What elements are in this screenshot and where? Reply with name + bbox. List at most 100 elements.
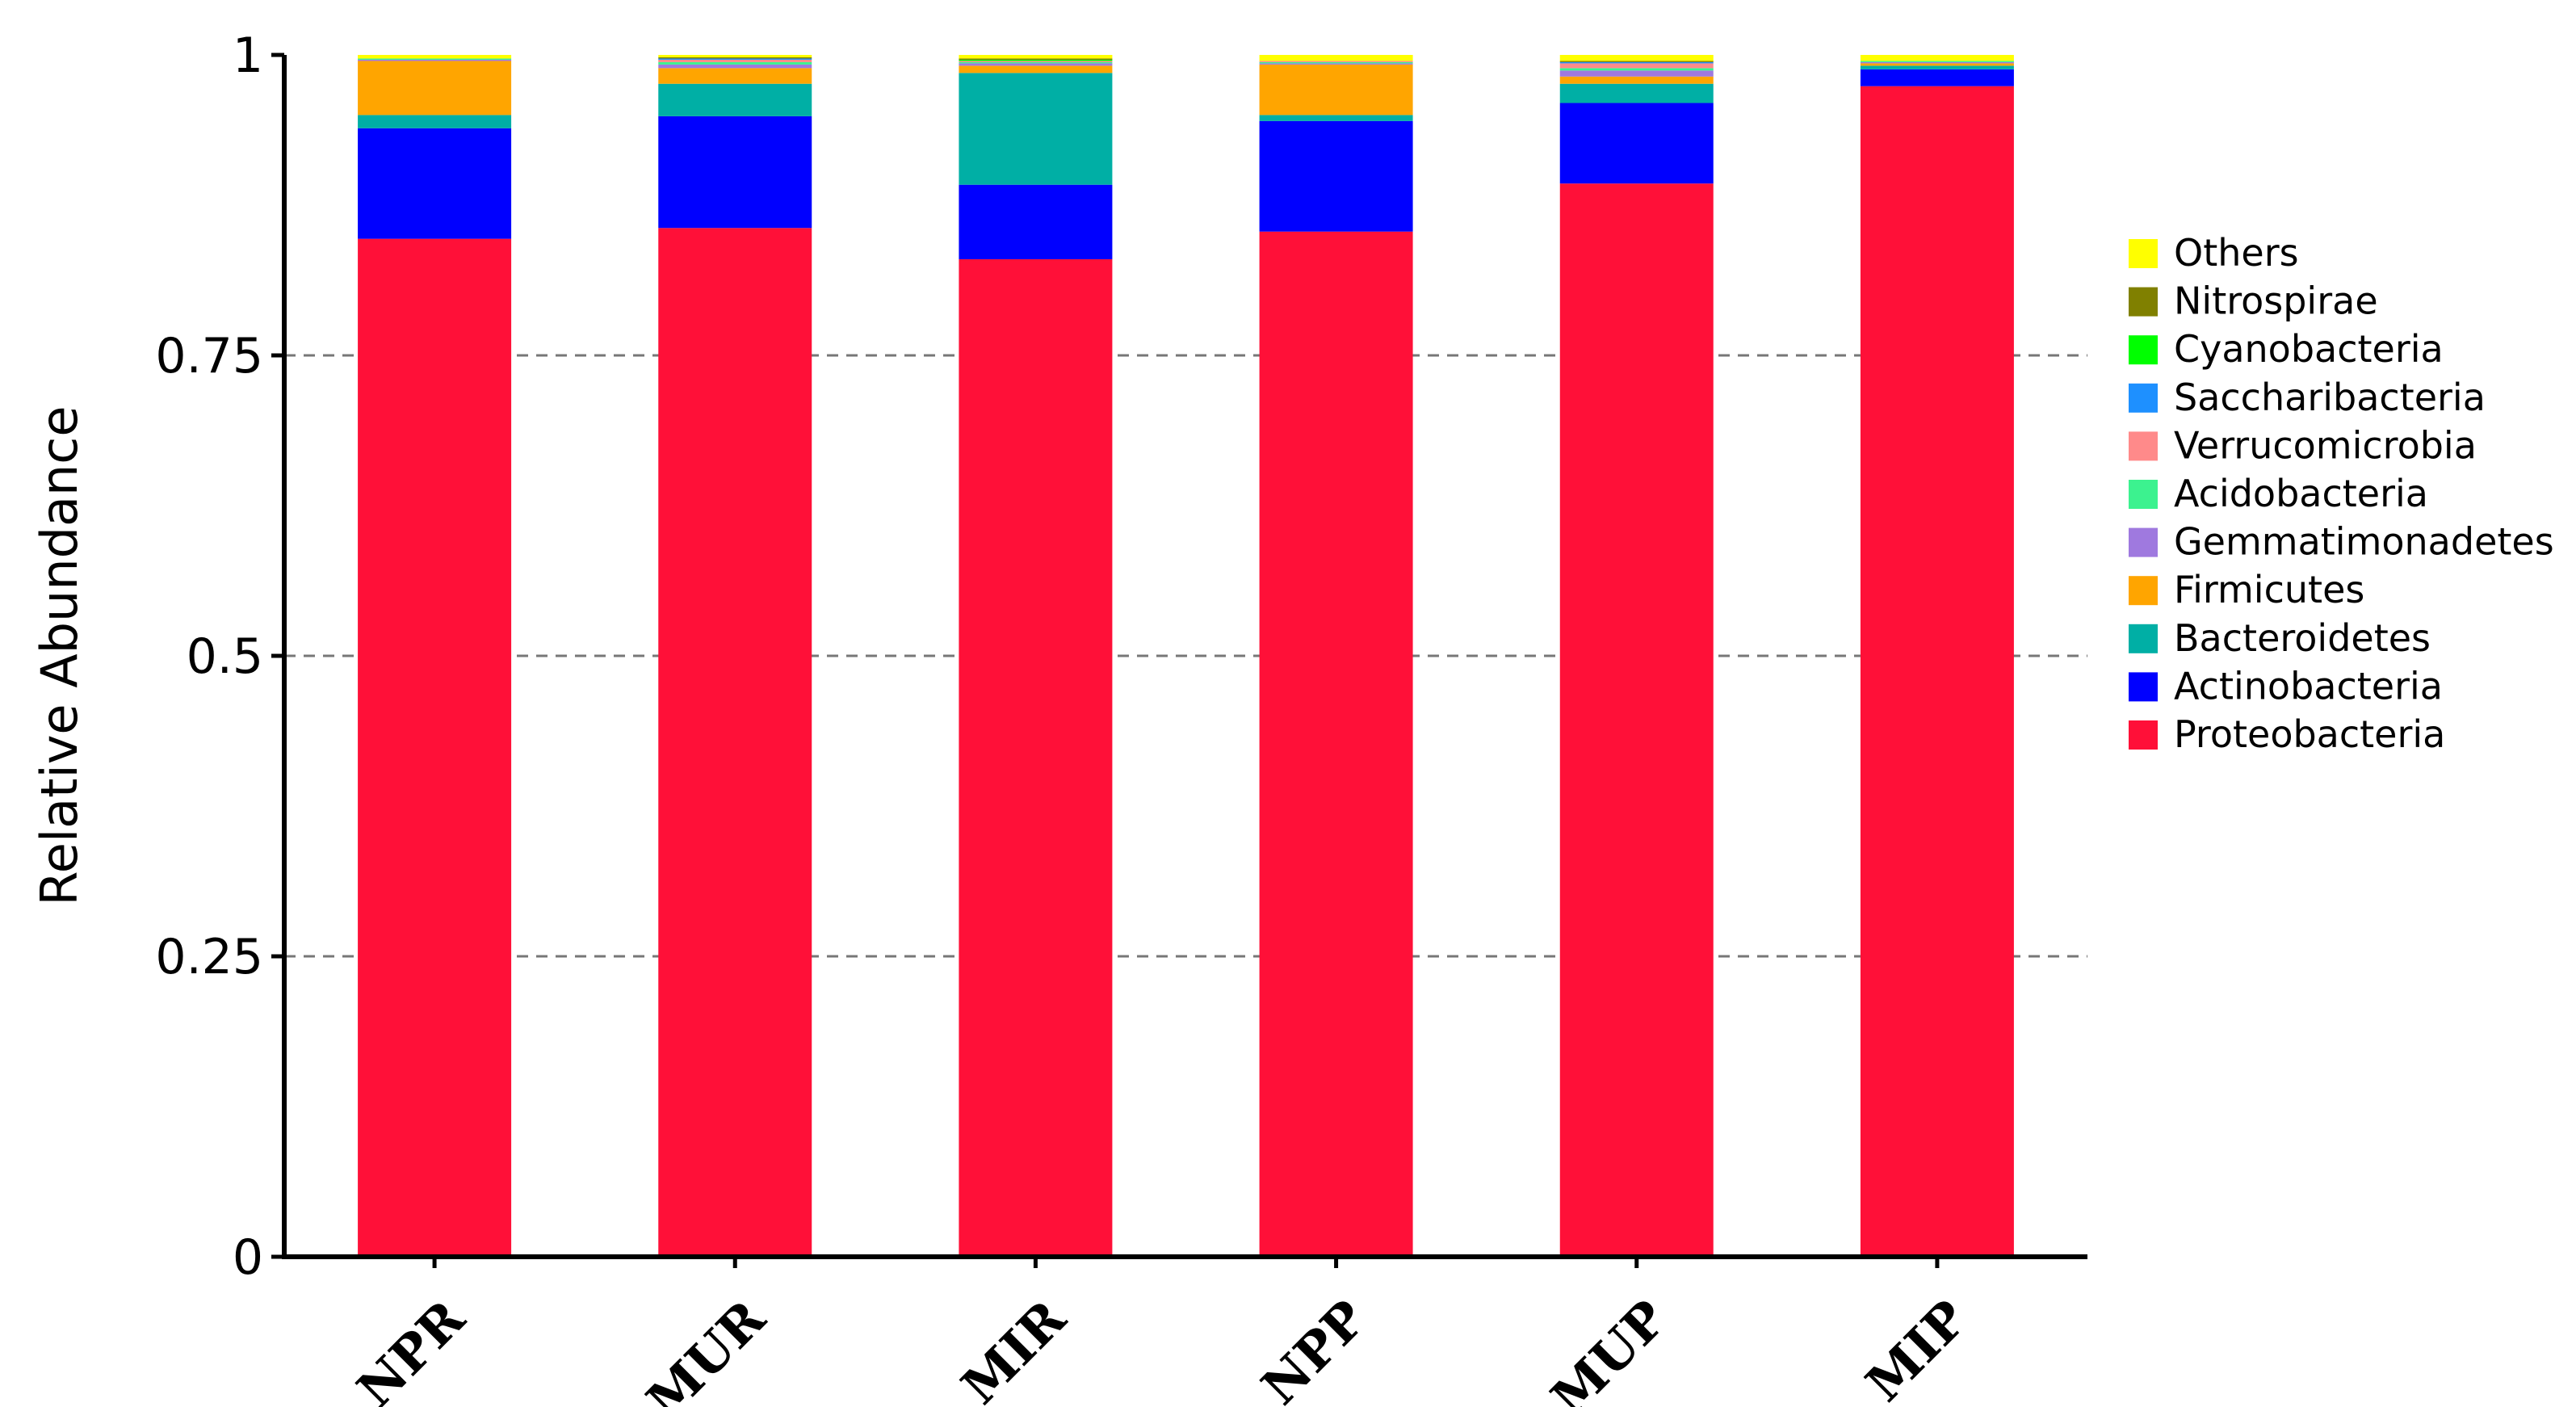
legend-item-verrucomicrobia: Verrucomicrobia xyxy=(2129,423,2477,467)
x-tick-label: NPP xyxy=(1250,1289,1378,1407)
bar-segment-actinobacteria xyxy=(1259,120,1413,232)
legend-label: Bacteroidetes xyxy=(2174,616,2431,660)
bar-segment-verrucomicrobia xyxy=(658,59,812,62)
x-tick-label: NPR xyxy=(346,1288,476,1407)
y-axis-label: Relative Abundance xyxy=(30,406,89,906)
bar-segment-bacteroidetes xyxy=(959,73,1113,185)
legend-label: Verrucomicrobia xyxy=(2174,423,2477,467)
x-tick-label: MUP xyxy=(1540,1289,1678,1407)
bar-segment-acidobacteria xyxy=(1559,68,1714,71)
bar-segment-proteobacteria xyxy=(1860,86,2014,1258)
x-tick-label: MIP xyxy=(1855,1289,1979,1407)
y-tick-label: 0.25 xyxy=(155,929,263,985)
bar-segment-others xyxy=(658,55,812,57)
legend-label: Proteobacteria xyxy=(2174,712,2445,756)
bar-segment-cyanobacteria xyxy=(959,59,1113,61)
legend-swatch xyxy=(2129,624,2158,653)
bar-segment-firmicutes xyxy=(1259,64,1413,116)
bar-stack-npr xyxy=(358,55,512,1257)
legend-label: Others xyxy=(2174,231,2299,275)
legend-swatch xyxy=(2129,335,2158,365)
bar-segment-others xyxy=(959,55,1113,59)
legend-label: Cyanobacteria xyxy=(2174,327,2444,371)
bar-segment-verrucomicrobia xyxy=(1559,63,1714,69)
bar-segment-firmicutes xyxy=(959,65,1113,74)
grid-lines xyxy=(284,354,2087,958)
x-tick-label: MUR xyxy=(636,1288,777,1407)
bar-segment-bacteroidetes xyxy=(658,83,812,116)
legend-swatch xyxy=(2129,672,2158,702)
bar-segment-firmicutes xyxy=(1559,76,1714,84)
bar-segment-others xyxy=(1860,55,2014,61)
y-axis-ticks: 0 0.25 0.5 0.75 1 xyxy=(155,27,284,1286)
bar-stack-mip xyxy=(1860,55,2014,1258)
bar-stack-mur xyxy=(658,55,812,1258)
bar-segment-bacteroidetes xyxy=(1559,83,1714,103)
legend-swatch xyxy=(2129,383,2158,413)
bar-segment-gemmatimonadetes xyxy=(1259,63,1413,65)
x-axis-ticks: NPR MUR MIR NPP MUP MIP xyxy=(346,1257,1978,1407)
bar-segment-proteobacteria xyxy=(1559,183,1714,1257)
legend-swatch xyxy=(2129,431,2158,461)
bar-segment-actinobacteria xyxy=(1559,103,1714,184)
legend-swatch xyxy=(2129,576,2158,606)
bar-segment-proteobacteria xyxy=(658,228,812,1258)
x-tick-label: MIR xyxy=(950,1288,1077,1407)
legend-swatch xyxy=(2129,480,2158,509)
legend-label: Saccharibacteria xyxy=(2174,376,2486,419)
bar-segment-bacteroidetes xyxy=(1860,65,2014,69)
legend-swatch xyxy=(2129,287,2158,317)
bar-segment-actinobacteria xyxy=(358,128,512,239)
legend-item-saccharibacteria: Saccharibacteria xyxy=(2129,376,2486,419)
legend-item-nitrospirae: Nitrospirae xyxy=(2129,279,2378,323)
bar-segment-actinobacteria xyxy=(658,116,812,229)
legend-item-cyanobacteria: Cyanobacteria xyxy=(2129,327,2444,371)
y-tick-label: 0.5 xyxy=(187,628,263,685)
bar-segment-gemmatimonadetes xyxy=(358,59,512,61)
bar-segment-proteobacteria xyxy=(1259,231,1413,1258)
legend-swatch xyxy=(2129,720,2158,750)
legend-item-gemmatimonadetes: Gemmatimonadetes xyxy=(2129,520,2554,564)
bar-segment-gemmatimonadetes xyxy=(1559,70,1714,77)
bar-segment-firmicutes xyxy=(358,61,512,116)
bar-stack-mup xyxy=(1559,55,1714,1257)
bar-segment-actinobacteria xyxy=(959,184,1113,259)
bar-segment-others xyxy=(1559,55,1714,61)
bar-segment-proteobacteria xyxy=(959,258,1113,1258)
bar-segment-nitrospirae xyxy=(959,58,1113,60)
legend-label: Nitrospirae xyxy=(2174,279,2378,323)
legend-item-bacteroidetes: Bacteroidetes xyxy=(2129,616,2431,660)
legend-swatch xyxy=(2129,527,2158,557)
legend-label: Firmicutes xyxy=(2174,568,2364,611)
bar-segment-saccharibacteria xyxy=(1559,61,1714,64)
bar-segment-bacteroidetes xyxy=(358,115,512,128)
legend-item-proteobacteria: Proteobacteria xyxy=(2129,712,2445,756)
bar-segment-acidobacteria xyxy=(959,61,1113,64)
legend-label: Actinobacteria xyxy=(2174,664,2443,708)
bar-stack-npp xyxy=(1259,55,1413,1258)
bar-segment-firmicutes xyxy=(1860,63,2014,66)
bar-segment-gemmatimonadetes xyxy=(658,64,812,69)
bar-stacks xyxy=(358,55,2014,1258)
legend-swatch xyxy=(2129,239,2158,268)
y-tick-label: 1 xyxy=(233,27,263,84)
bar-segment-acidobacteria xyxy=(1259,61,1413,64)
legend-label: Gemmatimonadetes xyxy=(2174,520,2554,564)
legend-label: Acidobacteria xyxy=(2174,472,2428,515)
bar-segment-nitrospirae xyxy=(658,57,812,59)
legend-item-others: Others xyxy=(2129,231,2299,275)
bar-segment-saccharibacteria xyxy=(658,58,812,60)
bar-segment-gemmatimonadetes xyxy=(1860,61,2014,64)
bar-segment-firmicutes xyxy=(658,68,812,84)
bar-segment-acidobacteria xyxy=(658,61,812,65)
bar-segment-others xyxy=(1259,55,1413,61)
bar-segment-acidobacteria xyxy=(358,58,512,60)
legend-item-firmicutes: Firmicutes xyxy=(2129,568,2364,611)
y-tick-label: 0.75 xyxy=(155,328,263,384)
legend-item-actinobacteria: Actinobacteria xyxy=(2129,664,2443,708)
bar-segment-gemmatimonadetes xyxy=(959,63,1113,66)
bar-segment-others xyxy=(358,55,512,59)
bar-stack-mir xyxy=(959,55,1113,1258)
